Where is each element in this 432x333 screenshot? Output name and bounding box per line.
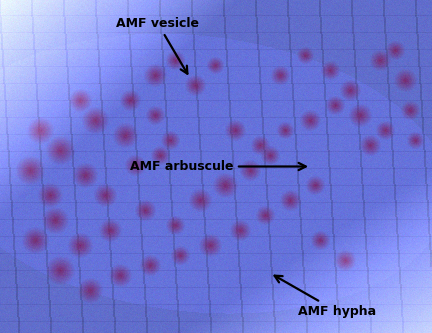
Text: AMF hypha: AMF hypha [275,276,376,318]
Text: AMF vesicle: AMF vesicle [116,17,199,74]
Text: AMF arbuscule: AMF arbuscule [130,160,306,173]
